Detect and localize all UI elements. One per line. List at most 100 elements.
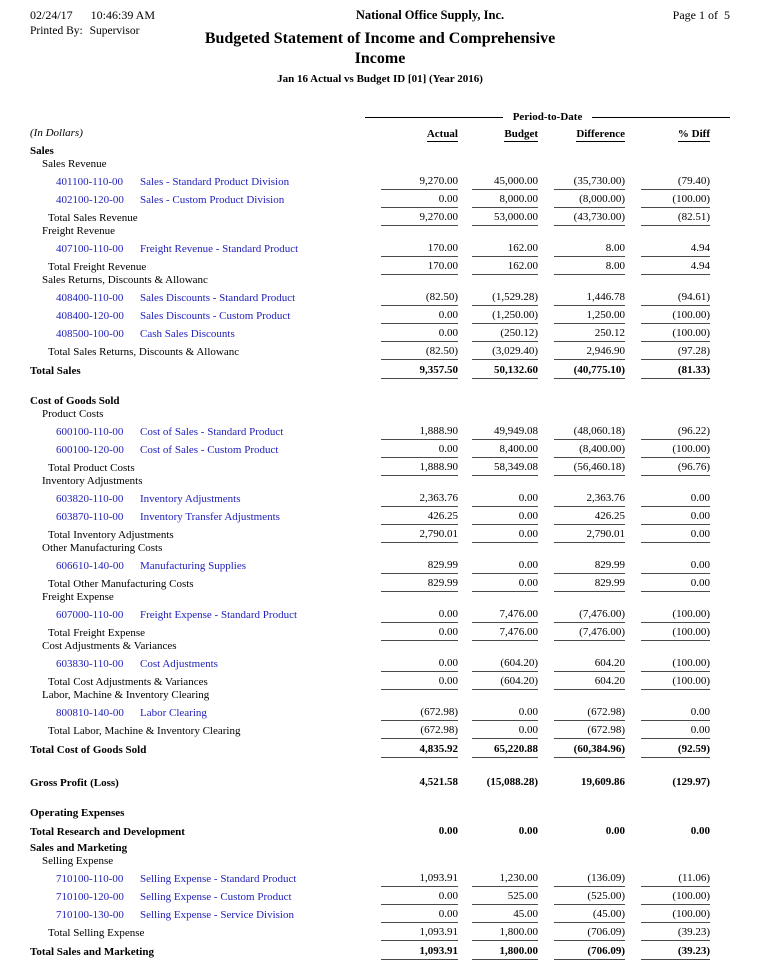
account-description-link[interactable]: Sales - Custom Product Division	[140, 194, 285, 206]
value-pct: (100.00)	[641, 908, 710, 923]
table-row-subsection: Other Manufacturing Costs	[30, 542, 730, 556]
report-date: 02/24/17	[30, 8, 73, 22]
value-actual: 0.00	[381, 626, 458, 641]
row-label: Total Product Costs	[48, 462, 135, 474]
value-budget: (604.20)	[472, 675, 538, 690]
value-actual: 2,363.76	[381, 492, 458, 507]
account-description-link[interactable]: Selling Expense - Custom Product	[140, 891, 292, 903]
account-number-link[interactable]: 408400-120-00	[56, 310, 124, 322]
account-number-link[interactable]: 600100-120-00	[56, 444, 124, 456]
row-label-cell: Total Sales Returns, Discounts & Allowan…	[30, 346, 365, 360]
value-budget: 8,000.00	[472, 193, 538, 208]
value-actual: 0.00	[381, 657, 458, 672]
value-actual: 9,357.50	[381, 364, 458, 379]
value-budget: 45,000.00	[472, 175, 538, 190]
account-number-link[interactable]: 603870-110-00	[56, 511, 124, 523]
value-budget: 53,000.00	[472, 211, 538, 226]
title-block: Budgeted Statement of Income and Compreh…	[30, 23, 730, 85]
value-difference: (525.00)	[554, 890, 625, 905]
account-description-link[interactable]: Selling Expense - Service Division	[140, 909, 294, 921]
account-number-link[interactable]: 710100-130-00	[56, 909, 124, 921]
account-number-link[interactable]: 401100-110-00	[56, 176, 124, 188]
account-number-link[interactable]: 408500-100-00	[56, 328, 124, 340]
account-description-link[interactable]: Freight Revenue - Standard Product	[140, 243, 299, 255]
account-description-link[interactable]: Sales - Standard Product Division	[140, 176, 290, 188]
account-description-link[interactable]: Manufacturing Supplies	[140, 560, 247, 572]
value-actual: 0.00	[381, 908, 458, 923]
value-pct: 0.00	[641, 559, 710, 574]
account-number-link[interactable]: 402100-120-00	[56, 194, 124, 206]
value-budget: 0.00	[472, 528, 538, 543]
value-pct: (79.40)	[641, 175, 710, 190]
value-difference: (43,730.00)	[554, 211, 625, 226]
account-description-link[interactable]: Selling Expense - Standard Product	[140, 873, 297, 885]
account-number-link[interactable]: 800810-140-00	[56, 707, 124, 719]
account-description-link[interactable]: Sales Discounts - Custom Product	[140, 310, 291, 322]
account-description-link[interactable]: Cost of Sales - Custom Product	[140, 444, 279, 456]
report-rows: Sales Sales Revenue 401100-110-00 Sales - S…	[30, 145, 730, 960]
account-description-link[interactable]: Freight Expense - Standard Product	[140, 609, 298, 621]
value-budget: 7,476.00	[472, 608, 538, 623]
printed-by: Printed By: Supervisor	[30, 25, 139, 37]
account-description-link[interactable]: Labor Clearing	[140, 707, 207, 719]
value-actual: 426.25	[381, 510, 458, 525]
value-difference: 250.12	[554, 327, 625, 342]
table-row-subsection: Sales Revenue	[30, 158, 730, 172]
account-number-link[interactable]: 710100-110-00	[56, 873, 124, 885]
row-label-cell: Total Labor, Machine & Inventory Clearin…	[30, 725, 365, 739]
row-label-cell: Other Manufacturing Costs	[30, 542, 365, 556]
value-pct: (100.00)	[641, 657, 710, 672]
row-label-cell: 402100-120-00 Sales - Custom Product Divi…	[30, 194, 365, 208]
table-row-account: 408500-100-00 Cash Sales Discounts 0.00 (25…	[30, 324, 730, 342]
account-number-link[interactable]: 607000-110-00	[56, 609, 124, 621]
value-budget: (15,088.28)	[486, 776, 538, 788]
value-pct: 0.00	[641, 724, 710, 739]
value-difference: (56,460.18)	[554, 461, 625, 476]
row-label-cell: Sales	[30, 145, 365, 159]
account-number-link[interactable]: 408400-110-00	[56, 292, 124, 304]
ptd-span: Period-to-Date	[365, 111, 731, 123]
account-number-link[interactable]: 407100-110-00	[56, 243, 124, 255]
value-difference: 1,250.00	[554, 309, 625, 324]
column-header-budget-cell: Budget	[472, 128, 538, 142]
value-budget: 58,349.08	[472, 461, 538, 476]
account-number-link[interactable]: 710100-120-00	[56, 891, 124, 903]
datetime: 02/24/17 10:46:39 AM	[30, 8, 240, 23]
account-description-link[interactable]: Cash Sales Discounts	[140, 328, 235, 340]
table-row-subsection: Product Costs	[30, 408, 730, 422]
value-actual: 0.00	[381, 327, 458, 342]
row-label: Total Inventory Adjustments	[48, 529, 174, 541]
value-actual: 1,093.91	[381, 872, 458, 887]
row-label-cell: Gross Profit (Loss)	[30, 777, 365, 791]
account-description-link[interactable]: Sales Discounts - Standard Product	[140, 292, 296, 304]
value-actual: 2,790.01	[381, 528, 458, 543]
account-number-link[interactable]: 600100-110-00	[56, 426, 124, 438]
value-pct: (100.00)	[641, 443, 710, 458]
row-label-cell: 408400-120-00 Sales Discounts - Custom Pr…	[30, 310, 365, 324]
value-actual: 4,521.58	[419, 776, 459, 788]
row-label-cell: Total Sales Revenue	[30, 212, 365, 226]
account-description-link[interactable]: Inventory Adjustments	[140, 493, 241, 505]
table-row-total: Total Sales Returns, Discounts & Allowan…	[30, 342, 730, 360]
table-row-total: Total Labor, Machine & Inventory Clearin…	[30, 721, 730, 739]
value-pct: (96.22)	[641, 425, 710, 440]
account-number-link[interactable]: 606610-140-00	[56, 560, 124, 572]
account-number-link[interactable]: 603820-110-00	[56, 493, 124, 505]
row-label: Total Freight Revenue	[48, 261, 147, 273]
value-difference: 0.00	[605, 825, 625, 837]
row-label-cell: Selling Expense	[30, 855, 365, 869]
account-number-link[interactable]: 603830-110-00	[56, 658, 124, 670]
value-actual: 829.99	[381, 577, 458, 592]
value-pct: (129.97)	[672, 776, 710, 788]
value-budget: 1,800.00	[472, 926, 538, 941]
row-label-cell: 407100-110-00 Freight Revenue - Standard …	[30, 243, 365, 257]
row-label-cell: 600100-120-00 Cost of Sales - Custom Prod…	[30, 444, 365, 458]
value-budget: 1,800.00	[472, 945, 538, 960]
account-description-link[interactable]: Inventory Transfer Adjustments	[140, 511, 280, 523]
account-description-link[interactable]: Cost of Sales - Standard Product	[140, 426, 284, 438]
account-description-link[interactable]: Cost Adjustments	[140, 658, 218, 670]
value-pct: (100.00)	[641, 608, 710, 623]
report-title-area: Printed By: Supervisor Budgeted Statemen…	[30, 23, 730, 109]
row-label: Total Research and Development	[30, 826, 185, 838]
value-pct: (92.59)	[641, 743, 710, 758]
